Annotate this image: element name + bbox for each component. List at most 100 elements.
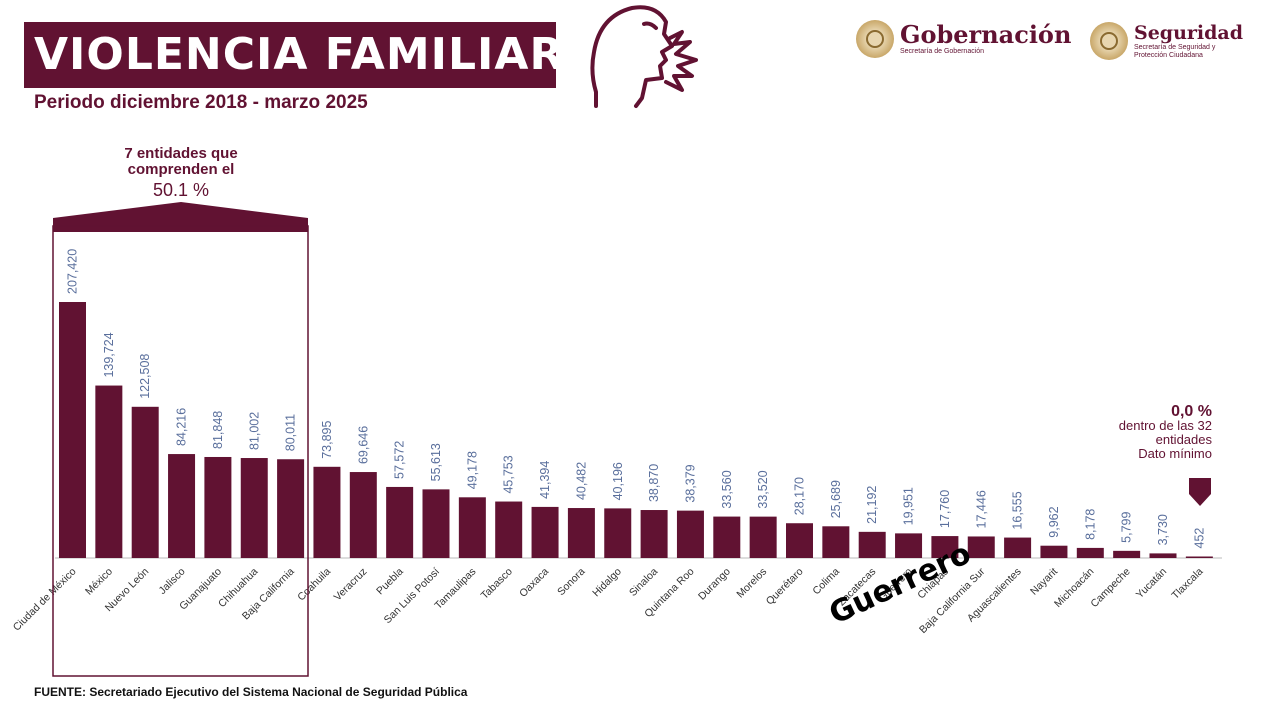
bar [749, 516, 777, 558]
category-label: Tabasco [479, 566, 515, 602]
value-label: 40,482 [574, 462, 588, 500]
value-label: 9,962 [1047, 506, 1061, 537]
value-label: 21,192 [865, 486, 879, 524]
value-label: 73,895 [320, 421, 334, 459]
value-label: 55,613 [429, 443, 443, 481]
value-label: 16,555 [1011, 491, 1025, 529]
category-label: Sonora [555, 566, 588, 599]
value-label: 28,170 [793, 477, 807, 515]
bar [531, 506, 559, 558]
bar [822, 526, 850, 558]
group-annotation-label: 7 entidades que comprenden el [124, 145, 238, 178]
value-label: 38,379 [683, 464, 697, 502]
bar [640, 510, 668, 558]
shouting-face-icon [590, 5, 698, 108]
bar [1113, 550, 1141, 558]
value-label: 452 [1192, 528, 1206, 549]
gobernacion-name: Gobernación [900, 20, 1072, 49]
value-label: 45,753 [502, 455, 516, 493]
value-label: 49,178 [465, 451, 479, 489]
value-label: 38,870 [647, 464, 661, 502]
value-label: 19,951 [902, 487, 916, 525]
category-label: Durango [696, 566, 733, 603]
bar [131, 406, 159, 558]
seguridad-name: Seguridad [1134, 22, 1244, 44]
value-label: 40,196 [611, 462, 625, 500]
value-label: 33,520 [756, 470, 770, 508]
category-label: Jalisco [156, 566, 187, 597]
bar [59, 302, 86, 558]
category-label: Campeche [1088, 566, 1133, 611]
value-label: 33,560 [720, 470, 734, 508]
bar [567, 508, 595, 558]
bar [204, 456, 232, 558]
bar [895, 533, 923, 558]
category-label: Tlaxcala [1169, 566, 1205, 602]
min-annotation-desc: dentro de las 32 entidades [1118, 418, 1212, 447]
seguridad-logo: Seguridad Secretaría de Seguridad y Prot… [1090, 22, 1244, 60]
value-label: 81,002 [247, 412, 261, 450]
value-label: 139,724 [102, 332, 116, 377]
category-label: Yucatán [1134, 566, 1169, 601]
value-label: 84,216 [175, 408, 189, 446]
gobernacion-sub: Secretaría de Gobernación [900, 48, 985, 55]
mexico-seal-icon [1090, 22, 1128, 60]
category-label: Oaxaca [517, 566, 551, 600]
mexico-seal-icon [856, 20, 894, 58]
value-label: 122,508 [138, 354, 152, 399]
bar [931, 536, 959, 558]
value-label: 25,689 [829, 480, 843, 518]
min-annotation: 0,0 % dentro de las 32 entidades Dato mí… [1100, 403, 1212, 461]
bar [495, 501, 523, 558]
bar [349, 472, 377, 558]
page-title: VIOLENCIA FAMILIAR [34, 29, 565, 80]
bar [676, 510, 704, 558]
category-label: Coahuila [295, 566, 333, 604]
bar [313, 466, 341, 558]
bar [786, 523, 813, 558]
group-bracket [53, 202, 308, 232]
category-label: Sinaloa [627, 566, 660, 599]
group-box [52, 225, 309, 677]
category-label: Hidalgo [590, 566, 624, 600]
title-banner: VIOLENCIA FAMILIAR [24, 22, 563, 88]
page-subtitle: Periodo diciembre 2018 - marzo 2025 [34, 92, 368, 113]
value-label: 69,646 [356, 426, 370, 464]
bar [386, 486, 414, 558]
bar [1040, 545, 1068, 558]
bar [95, 385, 123, 558]
category-label: Nayarit [1028, 566, 1060, 598]
value-label: 207,420 [66, 249, 80, 294]
value-label: 8,178 [1083, 509, 1097, 540]
category-label: México [83, 566, 115, 598]
down-arrow-icon [1189, 478, 1211, 506]
value-label: 41,394 [538, 461, 552, 499]
bar [1185, 556, 1213, 558]
bar [240, 458, 268, 558]
bar [1004, 537, 1032, 558]
bar [458, 497, 486, 558]
seguridad-sub: Secretaría de Seguridad y Protección Ciu… [1134, 44, 1216, 59]
group-annotation-percent: 50.1 % [152, 180, 210, 200]
value-label: 3,730 [1156, 514, 1170, 545]
category-label: Querétaro [764, 566, 806, 608]
category-label: Ciudad de México [11, 566, 79, 634]
gobernacion-logo: Gobernación Secretaría de Gobernación [856, 20, 1071, 58]
bar [858, 531, 886, 558]
bar [1076, 547, 1104, 558]
bar [713, 516, 741, 558]
bar [168, 454, 196, 558]
category-label: Puebla [374, 566, 406, 598]
value-label: 57,572 [393, 441, 407, 479]
value-label: 17,446 [974, 490, 988, 528]
value-label: 17,760 [938, 490, 952, 528]
bar [604, 508, 632, 558]
category-label: Veracruz [332, 566, 370, 604]
bar [422, 489, 450, 558]
bar [1149, 553, 1177, 558]
bar [277, 459, 305, 558]
value-label: 5,799 [1120, 512, 1134, 543]
min-annotation-percent: 0,0 % [1171, 403, 1212, 420]
bar [967, 536, 995, 558]
